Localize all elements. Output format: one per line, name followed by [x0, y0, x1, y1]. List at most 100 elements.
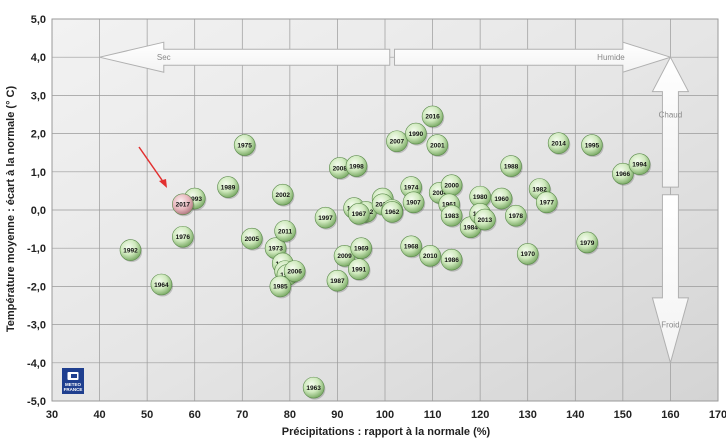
meteo-france-logo: METEO FRANCE — [62, 368, 84, 394]
point-marker — [405, 122, 427, 145]
point-marker — [505, 204, 527, 227]
point-label: 1961 — [442, 202, 457, 209]
data-point: 1986 — [440, 248, 464, 272]
x-tick-label: 40 — [93, 409, 105, 421]
data-point: 1991 — [348, 258, 371, 282]
x-tick-label: 150 — [614, 409, 632, 421]
cold-label: Froid — [661, 321, 679, 330]
point-marker — [119, 239, 142, 261]
point-label: 1969 — [354, 246, 369, 253]
point-label: 1987 — [330, 278, 345, 285]
data-point: 1998 — [345, 155, 369, 179]
x-axis-label: Précipitations : rapport à la normale (%… — [282, 426, 491, 438]
data-point: 1976 — [172, 225, 195, 249]
y-tick-label: -2,0 — [27, 281, 46, 293]
point-marker — [345, 155, 368, 177]
x-tick-label: 50 — [141, 409, 153, 421]
point-marker — [381, 201, 403, 223]
y-tick-label: 4,0 — [31, 52, 46, 64]
x-tick-label: 90 — [331, 409, 343, 421]
data-point: 1970 — [516, 243, 540, 266]
point-label: 1985 — [273, 284, 288, 291]
data-point: 1995 — [581, 134, 604, 158]
data-point: 1969 — [350, 237, 373, 261]
data-point: 1907 — [402, 191, 426, 215]
x-tick-label: 60 — [189, 409, 201, 421]
x-tick-label: 70 — [236, 409, 248, 421]
point-label: 2010 — [423, 253, 438, 260]
point-marker — [490, 187, 513, 210]
point-label: 1992 — [123, 247, 138, 254]
point-marker — [326, 269, 349, 292]
point-label: 1978 — [509, 213, 524, 220]
point-marker — [314, 206, 337, 229]
point-label: 1977 — [540, 200, 555, 207]
data-point: 1967 — [348, 203, 371, 226]
data-point: 2005 — [241, 227, 264, 251]
point-label: 1997 — [318, 215, 333, 222]
point-label: 1976 — [176, 234, 191, 241]
data-point: 2001 — [426, 134, 450, 158]
point-label: 2000 — [444, 182, 459, 189]
data-points: 1992 1964 1976 1993 1989 1975 2005 1973 2002 2011… — [119, 105, 652, 400]
x-tick-label: 100 — [376, 409, 394, 421]
point-marker — [576, 231, 598, 254]
y-tick-label: -5,0 — [27, 396, 46, 408]
y-tick-label: 1,0 — [31, 167, 46, 179]
point-label: 2014 — [551, 140, 566, 147]
data-point: 1962 — [381, 201, 404, 224]
point-label: 1991 — [352, 267, 367, 274]
point-label: 2013 — [478, 217, 493, 224]
logo-text-1: METEO — [65, 382, 82, 387]
point-label: 1970 — [520, 251, 535, 258]
point-marker — [150, 273, 173, 296]
point-label: 2016 — [425, 114, 440, 121]
point-label: 1989 — [221, 184, 236, 191]
point-marker — [535, 191, 558, 214]
data-point: 1966 — [612, 162, 635, 186]
data-point: 1964 — [150, 273, 174, 297]
point-label: 1983 — [444, 213, 459, 220]
data-point: 1968 — [400, 235, 423, 259]
x-tick-label: 120 — [471, 409, 489, 421]
highlight-arrow — [138, 146, 167, 188]
point-label: 1963 — [306, 385, 321, 392]
data-point: 1989 — [217, 176, 240, 200]
point-label: 1968 — [404, 244, 419, 251]
point-label: 2004 — [432, 190, 447, 197]
point-marker — [283, 260, 306, 282]
point-label: 1975 — [237, 142, 252, 149]
point-label: 1967 — [352, 211, 367, 218]
point-marker — [612, 162, 634, 185]
data-point: 1978 — [505, 204, 528, 228]
data-point: 1977 — [535, 191, 559, 215]
point-label: 2005 — [245, 236, 260, 243]
y-tick-label: 3,0 — [31, 90, 46, 102]
point-marker — [348, 203, 370, 225]
data-point: 1990 — [405, 122, 428, 146]
data-point: 1963 — [302, 376, 326, 400]
point-marker — [440, 248, 463, 271]
point-marker — [426, 134, 449, 156]
point-label: 1973 — [268, 246, 283, 253]
point-marker — [500, 155, 522, 177]
data-point: 1994 — [628, 153, 652, 177]
point-label: 1980 — [473, 194, 488, 201]
point-label: 1979 — [580, 240, 595, 247]
warm-arrow — [651, 56, 690, 188]
point-marker — [348, 258, 370, 281]
data-point: 2013 — [474, 208, 497, 232]
point-marker — [172, 225, 194, 248]
y-tick-label: -4,0 — [27, 358, 46, 370]
data-point: 1983 — [440, 204, 464, 228]
point-marker — [400, 235, 422, 258]
data-point: 1997 — [314, 206, 338, 230]
logo-text-2: FRANCE — [64, 387, 83, 392]
point-marker — [269, 275, 292, 298]
point-label: 1998 — [349, 163, 364, 170]
dry-arrow — [99, 41, 391, 73]
point-marker — [241, 227, 263, 250]
point-marker — [217, 176, 239, 198]
cold-arrow — [651, 194, 690, 365]
